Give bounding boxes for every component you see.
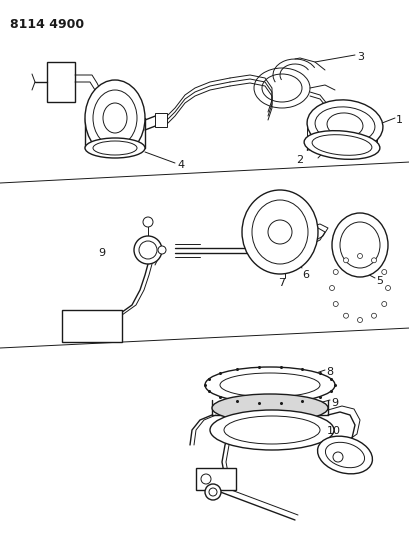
Ellipse shape <box>314 107 374 143</box>
Circle shape <box>333 302 337 306</box>
Text: 5: 5 <box>375 276 382 286</box>
Circle shape <box>329 286 334 290</box>
Ellipse shape <box>326 113 362 137</box>
Circle shape <box>343 313 348 318</box>
Circle shape <box>371 313 375 318</box>
Text: 4: 4 <box>177 160 184 170</box>
Ellipse shape <box>331 213 387 277</box>
Text: 8: 8 <box>325 367 332 377</box>
Ellipse shape <box>241 190 317 274</box>
Circle shape <box>204 484 220 500</box>
Circle shape <box>134 236 162 264</box>
Circle shape <box>209 488 216 496</box>
Bar <box>196 468 236 490</box>
Ellipse shape <box>220 373 319 397</box>
Ellipse shape <box>211 394 327 422</box>
Ellipse shape <box>317 436 371 474</box>
Text: 6: 6 <box>301 270 308 280</box>
Text: 8114 4900: 8114 4900 <box>10 18 84 31</box>
Circle shape <box>371 258 375 263</box>
Ellipse shape <box>223 416 319 444</box>
Text: 7: 7 <box>277 278 284 288</box>
Circle shape <box>267 220 291 244</box>
Text: 2: 2 <box>295 155 302 165</box>
Ellipse shape <box>339 222 379 268</box>
Circle shape <box>357 254 362 259</box>
Text: 10: 10 <box>326 426 340 436</box>
Ellipse shape <box>85 138 145 158</box>
Ellipse shape <box>93 90 137 146</box>
Bar <box>47 62 75 102</box>
Ellipse shape <box>306 100 382 150</box>
Ellipse shape <box>93 141 137 155</box>
Ellipse shape <box>103 103 127 133</box>
Circle shape <box>357 318 362 322</box>
Circle shape <box>157 246 166 254</box>
Ellipse shape <box>204 367 334 403</box>
Circle shape <box>343 258 348 263</box>
Ellipse shape <box>311 135 371 155</box>
Circle shape <box>139 241 157 259</box>
Ellipse shape <box>209 410 333 450</box>
Ellipse shape <box>325 442 364 467</box>
Text: 9: 9 <box>330 398 337 408</box>
Text: 1: 1 <box>395 115 402 125</box>
Circle shape <box>381 302 386 306</box>
Text: 3: 3 <box>356 52 363 62</box>
Bar <box>62 310 122 342</box>
Text: 9: 9 <box>98 248 105 258</box>
Ellipse shape <box>85 80 145 156</box>
Bar <box>155 113 166 127</box>
Circle shape <box>384 286 389 290</box>
Ellipse shape <box>303 131 379 159</box>
Circle shape <box>332 452 342 462</box>
Ellipse shape <box>252 200 307 264</box>
Circle shape <box>143 217 153 227</box>
Circle shape <box>333 270 337 274</box>
Circle shape <box>381 270 386 274</box>
Circle shape <box>200 474 211 484</box>
